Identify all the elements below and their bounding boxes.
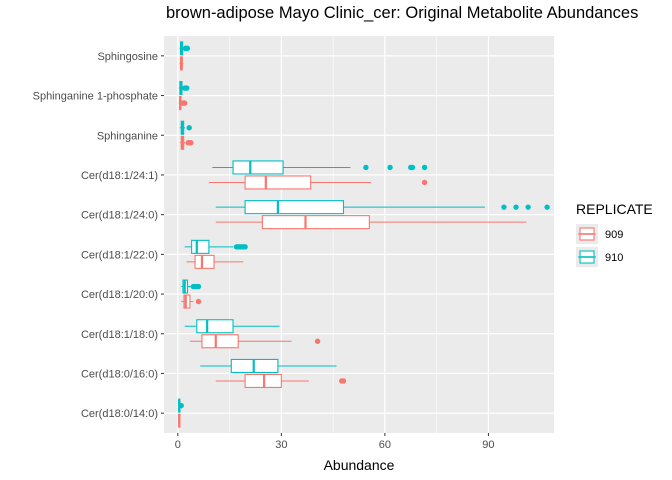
box-910 bbox=[184, 239, 248, 254]
outlier-point bbox=[421, 179, 428, 186]
box-rect bbox=[201, 334, 239, 349]
legend-label: 909 bbox=[605, 229, 623, 241]
box-rect bbox=[191, 239, 210, 254]
outlier-point bbox=[363, 164, 369, 171]
y-tick-label: Sphinganine bbox=[97, 130, 158, 142]
y-tick-label: Cer(d18:1/20:0) bbox=[81, 289, 158, 301]
outlier-point bbox=[314, 338, 321, 344]
x-tick-label: 90 bbox=[482, 439, 494, 451]
box-910 bbox=[179, 120, 192, 135]
outlier-point bbox=[184, 85, 190, 91]
box-909 bbox=[208, 175, 428, 190]
box-rect bbox=[232, 160, 284, 175]
outlier-point bbox=[182, 100, 188, 106]
box-rect bbox=[244, 175, 312, 190]
outlier-point bbox=[387, 164, 393, 171]
box-rect bbox=[244, 200, 345, 215]
box-909 bbox=[181, 294, 202, 309]
x-tick-labels: 0 30 60 90 bbox=[175, 433, 495, 451]
box-910 bbox=[178, 398, 184, 413]
legend: REPLICATE 909 910 bbox=[576, 201, 653, 267]
outlier-point bbox=[188, 140, 194, 146]
outlier-point bbox=[186, 125, 192, 131]
x-axis-label: Abundance bbox=[324, 457, 395, 473]
box-rect bbox=[183, 294, 191, 309]
outlier-point bbox=[409, 164, 416, 171]
box-909 bbox=[178, 413, 181, 428]
outlier-point bbox=[501, 204, 507, 210]
outlier-point bbox=[178, 402, 184, 409]
outlier-point bbox=[544, 204, 550, 210]
box-909 bbox=[189, 334, 321, 349]
legend-label: 910 bbox=[605, 252, 623, 264]
y-tick-labels: Sphingosine Sphinganine 1-phosphate Sphing… bbox=[33, 51, 164, 420]
y-tick-label: Cer(d18:0/16:0) bbox=[81, 368, 158, 380]
box-rect bbox=[196, 319, 234, 334]
box-910 bbox=[200, 358, 337, 374]
y-tick-label: Sphingosine bbox=[97, 51, 158, 63]
outlier-point bbox=[184, 45, 191, 52]
y-tick-label: Cer(d18:1/18:0) bbox=[81, 329, 158, 341]
grid-lines bbox=[164, 36, 554, 433]
y-tick-label: Cer(d18:1/22:0) bbox=[81, 249, 158, 261]
box-910 bbox=[215, 200, 550, 215]
outlier-point bbox=[421, 164, 428, 171]
outlier-point bbox=[195, 283, 202, 290]
box-909 bbox=[215, 373, 347, 389]
box-series bbox=[178, 41, 550, 428]
box-910 bbox=[181, 279, 202, 294]
box-909 bbox=[186, 254, 244, 269]
box-909 bbox=[179, 135, 194, 150]
legend-item-909: 909 bbox=[576, 224, 623, 244]
box-910 bbox=[179, 41, 191, 56]
box-910 bbox=[212, 160, 428, 175]
box-910 bbox=[184, 319, 280, 334]
legend-item-910: 910 bbox=[576, 247, 623, 267]
y-tick-label: Cer(d18:0/14:0) bbox=[81, 408, 158, 420]
box-910 bbox=[178, 81, 190, 96]
x-tick-label: 30 bbox=[275, 439, 287, 451]
outlier-point bbox=[242, 244, 248, 250]
box-909 bbox=[178, 96, 188, 111]
outlier-point bbox=[195, 298, 202, 305]
legend-title: REPLICATE bbox=[576, 201, 653, 217]
chart-title: brown-adipose Mayo Clinic_cer: Original … bbox=[166, 4, 638, 22]
x-tick-label: 0 bbox=[175, 439, 181, 451]
box-909 bbox=[179, 56, 184, 71]
box-909 bbox=[215, 215, 527, 230]
y-tick-label: Cer(d18:1/24:0) bbox=[81, 210, 158, 222]
box-rect bbox=[261, 215, 370, 230]
outlier-point bbox=[513, 204, 519, 210]
outlier-point bbox=[525, 204, 531, 210]
x-tick-label: 60 bbox=[379, 439, 391, 451]
outlier-point bbox=[340, 378, 347, 384]
y-tick-label: Sphinganine 1-phosphate bbox=[33, 91, 158, 103]
y-tick-label: Cer(d18:1/24:1) bbox=[81, 170, 158, 182]
box-rect bbox=[194, 254, 215, 269]
